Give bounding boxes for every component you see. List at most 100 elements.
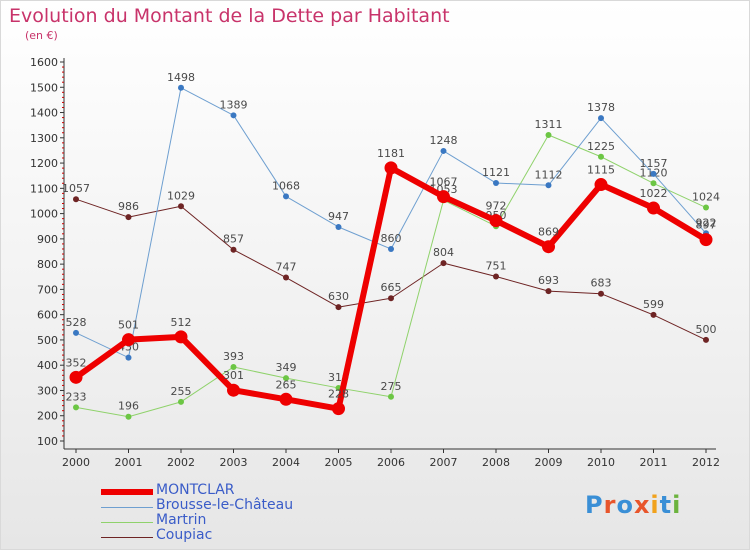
- legend-label: Brousse-le-Château: [156, 497, 294, 513]
- data-label-brousse-le-chateau: 860: [381, 232, 402, 245]
- data-point-brousse-le-chateau: [125, 354, 132, 361]
- data-point-montclar: [122, 333, 135, 347]
- legend-swatch: [101, 506, 153, 508]
- x-tick-label: 2011: [640, 456, 668, 469]
- x-tick-label: 2007: [430, 456, 458, 469]
- y-tick-label: 900: [37, 233, 58, 246]
- data-point-martrin: [388, 393, 394, 400]
- data-point-coupiac: [178, 203, 184, 210]
- data-point-coupiac: [125, 214, 132, 221]
- data-label-coupiac: 500: [696, 323, 717, 336]
- x-tick-label: 2000: [62, 456, 90, 469]
- data-label-montclar: 897: [696, 219, 717, 232]
- data-label-brousse-le-chateau: 1389: [220, 98, 248, 111]
- y-tick-label: 1200: [30, 157, 58, 170]
- data-label-montclar: 501: [118, 319, 139, 332]
- y-tick-label: 600: [37, 309, 58, 322]
- data-label-martrin: 255: [171, 385, 192, 398]
- data-point-montclar: [699, 233, 713, 247]
- data-label-montclar: 1022: [640, 187, 668, 200]
- data-label-montclar: 301: [223, 369, 244, 382]
- data-label-brousse-le-chateau: 1068: [272, 179, 300, 192]
- data-label-martrin: 275: [381, 380, 402, 393]
- data-point-montclar: [542, 240, 555, 254]
- logo-letter: i: [650, 491, 660, 519]
- data-point-martrin: [283, 375, 289, 382]
- x-tick-label: 2003: [220, 456, 248, 469]
- logo-letter: x: [633, 491, 651, 519]
- y-tick-label: 100: [37, 435, 58, 448]
- data-point-coupiac: [388, 295, 394, 302]
- x-tick-label: 2004: [272, 456, 300, 469]
- x-tick-label: 2001: [115, 456, 143, 469]
- x-tick-label: 2008: [482, 456, 510, 469]
- legend-label: Martrin: [156, 512, 207, 528]
- data-label-brousse-le-chateau: 528: [66, 316, 87, 329]
- y-tick-label: 300: [37, 384, 58, 397]
- x-tick-label: 2010: [587, 456, 615, 469]
- data-label-coupiac: 857: [223, 233, 244, 246]
- data-point-coupiac: [650, 311, 657, 318]
- data-point-brousse-le-chateau: [230, 112, 237, 119]
- data-point-martrin: [598, 153, 604, 160]
- x-tick-label: 2006: [377, 456, 405, 469]
- data-label-coupiac: 683: [591, 277, 612, 290]
- data-point-coupiac: [283, 274, 289, 281]
- legend-swatch: [101, 521, 153, 523]
- data-label-coupiac: 804: [433, 246, 454, 259]
- data-point-brousse-le-chateau: [388, 245, 394, 252]
- y-tick-label: 400: [37, 359, 58, 372]
- data-point-brousse-le-chateau: [650, 170, 657, 177]
- data-label-brousse-le-chateau: 1378: [587, 101, 615, 114]
- data-point-martrin: [703, 204, 709, 211]
- data-point-montclar: [489, 214, 503, 228]
- data-point-montclar: [227, 383, 240, 397]
- data-point-coupiac: [230, 246, 237, 253]
- data-point-coupiac: [440, 260, 447, 267]
- x-tick-label: 2005: [325, 456, 353, 469]
- data-point-martrin: [545, 132, 552, 139]
- data-point-coupiac: [545, 288, 552, 295]
- data-point-montclar: [174, 330, 188, 344]
- legend-label: MONTCLAR: [156, 482, 235, 498]
- logo-letter: P: [585, 491, 604, 519]
- data-label-coupiac: 665: [381, 281, 402, 294]
- data-label-montclar: 228: [328, 388, 349, 401]
- data-point-brousse-le-chateau: [335, 223, 342, 230]
- data-label-brousse-le-chateau: 922: [696, 216, 717, 229]
- data-label-coupiac: 986: [118, 200, 139, 213]
- data-point-martrin: [178, 398, 184, 405]
- data-point-coupiac: [598, 290, 604, 297]
- data-label-montclar: 869: [538, 226, 559, 239]
- data-label-montclar: 1067: [430, 176, 458, 189]
- data-label-coupiac: 599: [643, 298, 664, 311]
- y-tick-label: 1100: [30, 182, 58, 195]
- x-tick-label: 2009: [535, 456, 563, 469]
- data-label-coupiac: 751: [486, 260, 507, 273]
- data-label-brousse-le-chateau: 947: [328, 210, 349, 223]
- data-label-brousse-le-chateau: 1248: [430, 134, 458, 147]
- data-label-martrin: 1225: [587, 140, 615, 153]
- data-label-martrin: 349: [276, 361, 297, 374]
- data-label-montclar: 972: [486, 200, 507, 213]
- data-label-montclar: 512: [171, 316, 192, 329]
- data-point-coupiac: [73, 196, 79, 203]
- y-tick-label: 500: [37, 334, 58, 347]
- data-label-coupiac: 630: [328, 290, 349, 303]
- legend-label: Coupiac: [156, 527, 213, 543]
- data-point-montclar: [384, 161, 398, 175]
- data-label-montclar: 265: [276, 378, 297, 391]
- y-tick-label: 200: [37, 410, 58, 423]
- legend-swatch: [101, 536, 153, 538]
- data-point-brousse-le-chateau: [178, 84, 184, 91]
- data-point-montclar: [332, 402, 345, 416]
- data-label-martrin: 393: [223, 350, 244, 363]
- data-point-brousse-le-chateau: [73, 329, 79, 336]
- data-label-coupiac: 1057: [62, 182, 90, 195]
- data-label-montclar: 1115: [587, 164, 615, 177]
- data-point-brousse-le-chateau: [598, 115, 604, 122]
- data-point-montclar: [437, 190, 450, 204]
- legend-swatch: [101, 489, 153, 495]
- data-label-coupiac: 1029: [167, 189, 195, 202]
